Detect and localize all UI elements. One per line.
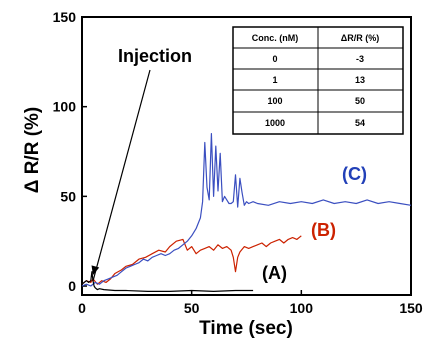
injection-label: Injection	[118, 46, 192, 66]
x-tick-label: 150	[399, 300, 423, 316]
x-tick-label: 50	[184, 300, 200, 316]
series-line-b	[81, 235, 302, 285]
y-axis-title: Δ R/R (%)	[22, 107, 43, 193]
x-axis-ticks: 0 50 100 150	[78, 290, 423, 316]
series-label-b: (B)	[311, 220, 336, 240]
series-group	[81, 133, 412, 292]
inset-table-cell: 0	[272, 54, 277, 64]
y-tick-label: 0	[68, 278, 76, 294]
y-tick-label: 100	[53, 99, 77, 115]
inset-table-cell: 1	[272, 75, 277, 85]
y-tick-label: 50	[60, 188, 76, 204]
injection-arrowhead	[91, 265, 100, 276]
y-axis-ticks: 0 50 100 150	[53, 9, 87, 294]
inset-table-cell: 100	[267, 96, 282, 106]
x-axis-title: Time (sec)	[199, 318, 293, 339]
series-label-c: (C)	[342, 164, 367, 184]
inset-table-cell: 13	[355, 75, 365, 85]
injection-arrow	[92, 69, 151, 282]
plot-frame	[81, 16, 412, 296]
inset-table-header: Conc. (nM)	[252, 33, 299, 43]
series-label-a: (A)	[262, 263, 287, 283]
x-tick-label: 100	[290, 300, 314, 316]
series-line-a	[81, 271, 254, 292]
series-line-c	[81, 133, 412, 287]
inset-table-cell: 1000	[265, 118, 285, 128]
inset-table-cell: 50	[355, 96, 365, 106]
y-tick-label: 150	[53, 9, 77, 25]
x-tick-label: 0	[78, 300, 86, 316]
inset-table-header: ΔR/R (%)	[341, 33, 379, 43]
inset-table-cell: 54	[355, 118, 365, 128]
inset-table-cell: -3	[356, 54, 364, 64]
inset-table: Conc. (nM) ΔR/R (%) 0 -3 1 13 100 50 100…	[232, 26, 404, 135]
